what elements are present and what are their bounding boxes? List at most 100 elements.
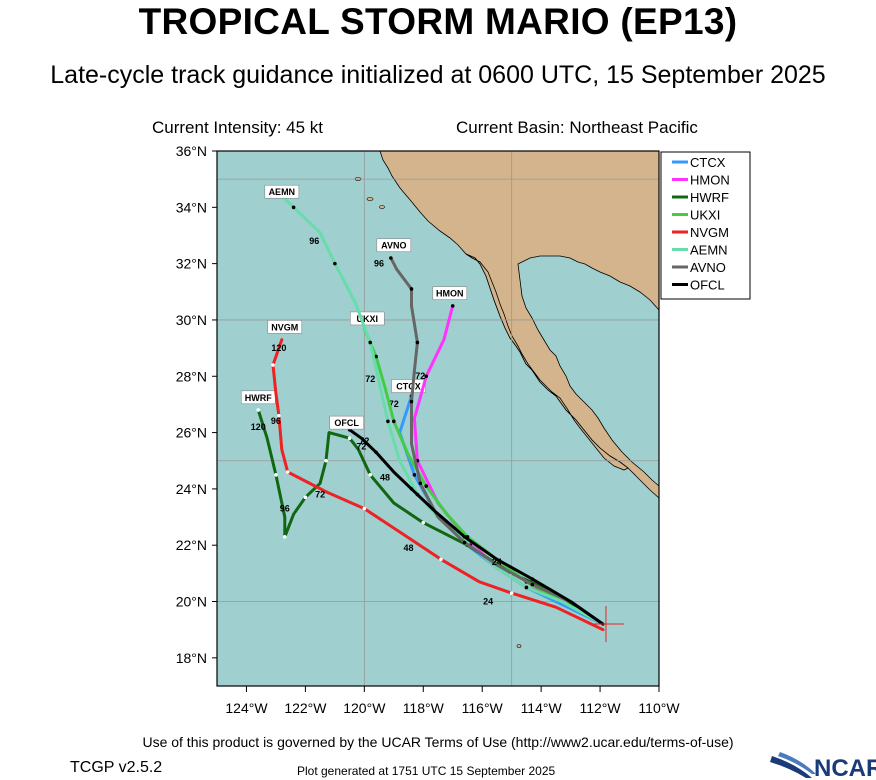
- lat-label: 20°N: [176, 594, 207, 610]
- track-point: [374, 354, 378, 359]
- current-basin: Current Basin: Northeast Pacific: [456, 118, 698, 137]
- ncar-logo-swoosh: [778, 752, 816, 774]
- current-position-marker: [587, 606, 624, 643]
- track-point: [409, 399, 414, 404]
- track-point: [392, 419, 396, 424]
- track-point: [303, 495, 308, 500]
- track-tag-box: [267, 320, 303, 334]
- track-point: [333, 261, 337, 266]
- track-tag-ctcx: CTCX: [396, 382, 421, 392]
- track-avno: [389, 256, 605, 626]
- track-point: [424, 374, 429, 379]
- lat-label: 24°N: [176, 481, 207, 497]
- ncar-logo-swoosh: [770, 756, 812, 778]
- track-point: [409, 487, 414, 491]
- plot-frame: [216, 150, 660, 687]
- gulf-of-california: [517, 255, 659, 487]
- island: [366, 197, 374, 201]
- forecast-hour-label: 72: [356, 441, 366, 451]
- track-tag-ukxi: UKXI: [357, 314, 379, 324]
- ncar-logo-text: NCAR: [814, 755, 876, 780]
- lat-label: 18°N: [176, 650, 207, 666]
- legend-entry: OFCL: [690, 278, 725, 293]
- track-point: [282, 534, 287, 539]
- track-point: [389, 256, 393, 260]
- legend-entry: NVGM: [690, 225, 729, 240]
- forecast-hour-label: 72: [359, 436, 369, 446]
- track-point: [274, 473, 278, 477]
- page-subtitle: Late-cycle track guidance initialized at…: [50, 61, 826, 89]
- track-point: [509, 591, 514, 595]
- forecast-hour-label: 96: [271, 416, 281, 426]
- forecast-hour-label: 48: [404, 543, 414, 553]
- forecast-hour-label: 72: [415, 371, 425, 381]
- track-point: [409, 287, 414, 291]
- legend-entry: HMON: [690, 173, 730, 188]
- legend: CTCX HMON HWRF UKXI NVGM AEMN AVNO OFCL: [660, 151, 751, 300]
- land-layer: [354, 151, 659, 648]
- track-point: [374, 450, 378, 455]
- track-point: [368, 340, 373, 345]
- legend-entry: UKXI: [690, 208, 720, 223]
- track-point: [424, 484, 429, 488]
- track-point: [421, 520, 426, 525]
- island: [516, 644, 522, 648]
- lat-label: 34°N: [176, 199, 207, 215]
- track-tag-box: [376, 238, 412, 253]
- ncar-logo: NCAR: [770, 752, 876, 780]
- track-tag-hwrf: HWRF: [245, 393, 272, 403]
- track-point: [462, 534, 467, 539]
- track-point: [524, 585, 529, 590]
- legend-entry: HWRF: [690, 190, 729, 205]
- legend-entry: AEMN: [690, 243, 728, 258]
- forecast-hour-label: 24: [492, 557, 502, 567]
- track-point: [271, 363, 275, 367]
- track-point: [291, 205, 296, 210]
- lon-label: 120°W: [343, 700, 386, 716]
- legend-box: [660, 151, 751, 300]
- track-tag-nvgm: NVGM: [271, 322, 298, 332]
- track-point: [462, 540, 467, 545]
- forecast-hour-label: 96: [374, 258, 384, 268]
- track-point: [285, 470, 290, 474]
- terms-of-use: Use of this product is governed by the U…: [142, 734, 734, 750]
- track-point: [386, 419, 390, 424]
- track-point: [450, 304, 455, 308]
- track-point: [415, 340, 420, 345]
- forecast-hour-label: 48: [380, 472, 390, 482]
- track-point: [439, 557, 443, 562]
- lat-label: 32°N: [176, 256, 207, 272]
- version-label: TCGP v2.5.2: [70, 759, 163, 776]
- lon-label: 122°W: [284, 700, 327, 716]
- current-intensity: Current Intensity: 45 kt: [152, 118, 324, 137]
- legend-entry: AVNO: [690, 260, 726, 275]
- lon-label: 116°W: [462, 700, 504, 716]
- generated-label: Plot generated at 1751 UTC 15 September …: [297, 764, 556, 778]
- track-tag-avno: AVNO: [381, 241, 406, 251]
- forecast-hour-label: 72: [365, 374, 375, 384]
- track-point: [347, 436, 352, 441]
- forecast-hour-label: 120: [271, 343, 286, 353]
- track-point: [530, 577, 535, 581]
- lon-label: 112°W: [579, 700, 621, 716]
- lon-label: 110°W: [638, 700, 680, 716]
- forecast-hour-label: 96: [309, 236, 319, 246]
- track-ofcl: [348, 428, 605, 626]
- lat-label: 26°N: [176, 425, 207, 441]
- track-tag-box: [391, 379, 426, 393]
- forecast-hour-label: 72: [315, 489, 325, 499]
- track-point: [412, 473, 417, 477]
- track-point: [530, 582, 535, 587]
- track-tag-hmon: HMON: [436, 289, 464, 299]
- track-point: [418, 481, 423, 486]
- track-point: [324, 458, 328, 463]
- lon-label: 118°W: [403, 700, 445, 716]
- forecast-hour-label: 120: [251, 422, 266, 432]
- axis-labels: 18°N 20°N 22°N 24°N 26°N 28°N 30°N 32°N 34°N 36°N…: [176, 143, 681, 716]
- lat-label: 28°N: [176, 368, 207, 384]
- track-point: [362, 506, 367, 511]
- track-tag-ofcl: OFCL: [334, 418, 359, 428]
- track-point: [256, 408, 261, 412]
- track-tag-box: [264, 184, 300, 199]
